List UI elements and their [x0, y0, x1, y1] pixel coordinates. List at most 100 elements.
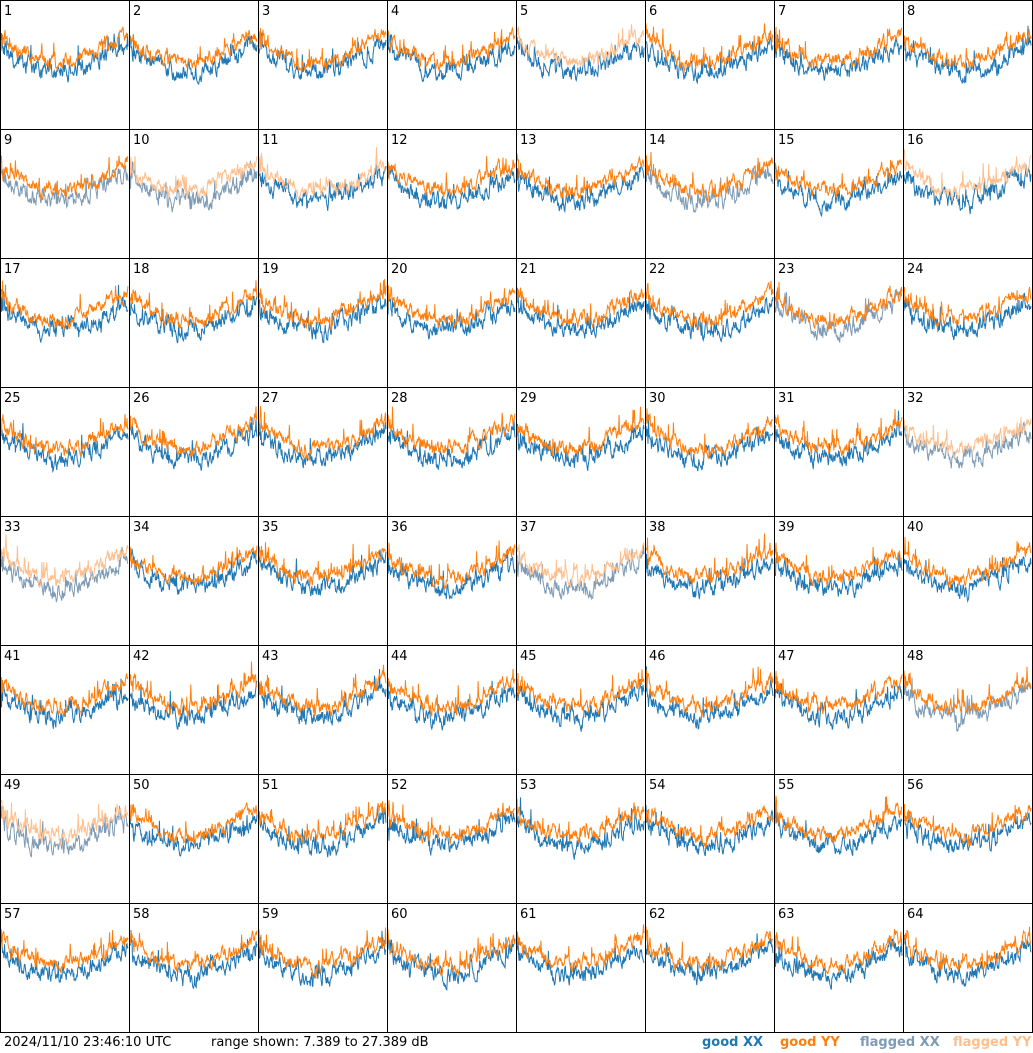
tile-label-17: 17	[4, 262, 21, 277]
tile-45: 45	[516, 649, 645, 732]
tile-label-22: 22	[649, 262, 666, 277]
series-xx-6	[645, 36, 774, 85]
tile-8: 8	[903, 4, 1032, 84]
tile-label-56: 56	[907, 778, 924, 793]
tile-label-57: 57	[4, 907, 21, 922]
tile-label-41: 41	[4, 649, 21, 664]
series-xx-21	[516, 287, 645, 340]
tile-44: 44	[387, 649, 516, 731]
tile-label-1: 1	[4, 4, 12, 19]
tile-18: 18	[129, 262, 258, 344]
series-xx-53	[516, 797, 645, 860]
series-xx-48	[903, 677, 1032, 732]
tile-label-16: 16	[907, 133, 924, 148]
tile-53: 53	[516, 778, 645, 860]
tile-label-24: 24	[907, 262, 924, 277]
series-yy-57	[0, 929, 129, 973]
tile-label-50: 50	[133, 778, 150, 793]
tile-label-46: 46	[649, 649, 666, 664]
series-xx-16	[903, 164, 1032, 215]
tile-50: 50	[129, 778, 258, 857]
series-yy-26	[129, 406, 258, 458]
tile-label-32: 32	[907, 391, 924, 406]
footer: 2024/11/10 23:46:10 UTC range shown: 7.3…	[0, 1033, 1033, 1053]
series-xx-27	[258, 421, 387, 469]
tile-9: 9	[0, 133, 129, 210]
tile-38: 38	[645, 520, 774, 600]
tile-label-59: 59	[262, 907, 279, 922]
series-xx-54	[645, 804, 774, 857]
series-yy-19	[258, 279, 387, 332]
tile-46: 46	[645, 649, 774, 730]
tile-label-5: 5	[520, 4, 528, 19]
series-yy-17	[0, 280, 129, 330]
series-yy-24	[903, 286, 1032, 329]
series-xx-7	[774, 32, 903, 81]
tile-label-47: 47	[778, 649, 795, 664]
series-xx-33	[0, 546, 129, 604]
legend-good-yy: good YY	[780, 1035, 840, 1050]
series-xx-10	[129, 160, 258, 213]
tile-57: 57	[0, 907, 129, 984]
tile-7: 7	[774, 4, 903, 81]
series-yy-61	[516, 924, 645, 973]
tile-63: 63	[774, 907, 903, 990]
tile-label-42: 42	[133, 649, 150, 664]
tile-31: 31	[774, 391, 903, 470]
tile-29: 29	[516, 391, 645, 471]
series-yy-54	[645, 805, 774, 849]
series-yy-10	[129, 156, 258, 199]
series-yy-30	[645, 408, 774, 460]
tile-label-64: 64	[907, 907, 924, 922]
tile-37: 37	[516, 520, 645, 601]
tile-5: 5	[516, 4, 645, 82]
series-xx-64	[903, 934, 1032, 988]
tile-label-11: 11	[262, 133, 279, 148]
tile-15: 15	[774, 133, 903, 218]
series-xx-13	[516, 164, 645, 214]
tile-label-18: 18	[133, 262, 150, 277]
tile-32: 32	[903, 391, 1032, 469]
series-yy-23	[774, 281, 903, 331]
tile-label-30: 30	[649, 391, 666, 406]
series-yy-32	[903, 417, 1032, 458]
tile-36: 36	[387, 520, 516, 600]
series-xx-56	[903, 811, 1032, 853]
tile-42: 42	[129, 649, 258, 731]
tile-label-23: 23	[778, 262, 795, 277]
tile-label-36: 36	[391, 520, 408, 535]
tile-label-37: 37	[520, 520, 537, 535]
tile-58: 58	[129, 907, 258, 990]
tile-19: 19	[258, 262, 387, 344]
tile-26: 26	[129, 391, 258, 471]
tile-20: 20	[387, 262, 516, 340]
series-yy-21	[516, 287, 645, 329]
tile-10: 10	[129, 133, 258, 213]
series-yy-13	[516, 153, 645, 199]
tile-label-20: 20	[391, 262, 408, 277]
series-yy-55	[774, 795, 903, 844]
series-xx-49	[0, 805, 129, 858]
tile-60: 60	[387, 907, 516, 991]
series-yy-7	[774, 26, 903, 69]
tile-25: 25	[0, 391, 129, 474]
series-xx-57	[0, 928, 129, 984]
series-yy-12	[387, 156, 516, 198]
series-yy-64	[903, 926, 1032, 971]
tile-label-61: 61	[520, 907, 537, 922]
tile-35: 35	[258, 520, 387, 597]
series-xx-30	[645, 414, 774, 472]
series-xx-46	[645, 666, 774, 730]
series-xx-5	[516, 36, 645, 82]
tile-43: 43	[258, 649, 387, 726]
series-xx-28	[387, 418, 516, 470]
tile-label-15: 15	[778, 133, 795, 148]
series-yy-58	[129, 930, 258, 973]
series-yy-22	[645, 280, 774, 330]
series-yy-2	[129, 29, 258, 69]
tile-30: 30	[645, 391, 774, 472]
tile-label-27: 27	[262, 391, 279, 406]
series-xx-42	[129, 680, 258, 731]
tile-label-2: 2	[133, 4, 141, 19]
series-yy-11	[258, 147, 387, 201]
